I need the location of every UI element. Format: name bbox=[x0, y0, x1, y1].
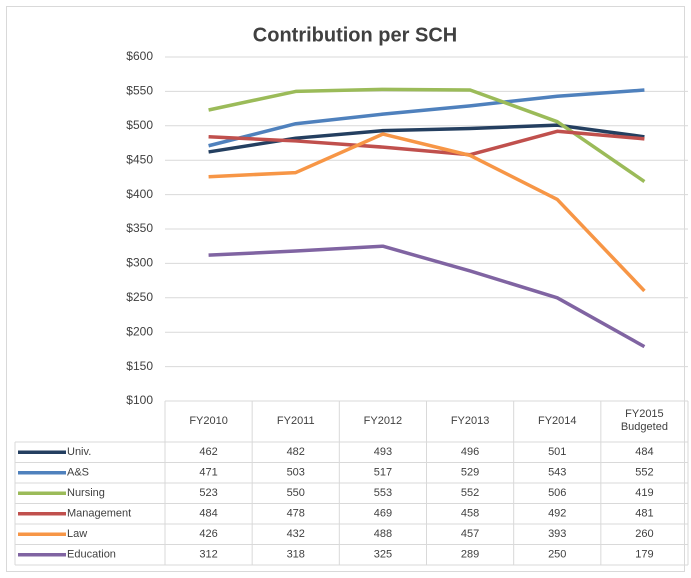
x-tick-label: FY2014 bbox=[537, 414, 577, 427]
table-value: 481 bbox=[635, 508, 653, 520]
table-value: 432 bbox=[287, 528, 305, 540]
table-value: 393 bbox=[548, 528, 566, 540]
table-value: 312 bbox=[199, 549, 217, 561]
legend-label: Education bbox=[67, 549, 116, 561]
table-value: 325 bbox=[374, 549, 392, 561]
x-tick-label: FY2015 Budgeted bbox=[620, 408, 668, 433]
table-value: 529 bbox=[461, 467, 479, 479]
table-value: 289 bbox=[461, 549, 479, 561]
table-value: 482 bbox=[287, 446, 305, 458]
table-value: 503 bbox=[287, 467, 305, 479]
line-series bbox=[208, 87, 646, 183]
line-series bbox=[208, 88, 645, 148]
y-tick-label: $600 bbox=[126, 49, 153, 63]
line-series bbox=[208, 129, 645, 157]
line-series bbox=[208, 132, 646, 293]
y-tick-label: $250 bbox=[126, 290, 153, 304]
table-value: 484 bbox=[199, 508, 217, 520]
y-tick-label: $550 bbox=[126, 84, 153, 98]
table-value: 496 bbox=[461, 446, 479, 458]
chart-title: Contribution per SCH bbox=[253, 24, 457, 46]
table-value: 318 bbox=[287, 549, 305, 561]
x-tick-label: FY2013 bbox=[450, 414, 490, 427]
y-tick-label: $450 bbox=[126, 152, 153, 166]
table-value: 458 bbox=[461, 508, 479, 520]
table-value: 457 bbox=[461, 528, 479, 540]
table-value: 517 bbox=[374, 467, 392, 479]
legend-label: Nursing bbox=[67, 487, 105, 499]
table-value: 462 bbox=[199, 446, 217, 458]
y-tick-label: $300 bbox=[126, 256, 153, 270]
table-value: 179 bbox=[635, 549, 653, 561]
table-value: 260 bbox=[635, 528, 653, 540]
legend-label: A&S bbox=[67, 467, 89, 479]
y-tick-label: $500 bbox=[126, 118, 153, 132]
table-value: 426 bbox=[199, 528, 217, 540]
table-value: 553 bbox=[374, 487, 392, 499]
table-value: 484 bbox=[635, 446, 653, 458]
y-tick-label: $200 bbox=[126, 324, 153, 338]
table-value: 506 bbox=[548, 487, 566, 499]
table-value: 550 bbox=[287, 487, 305, 499]
table-value: 492 bbox=[548, 508, 566, 520]
x-tick-label: FY2010 bbox=[189, 414, 228, 427]
table-value: 250 bbox=[548, 549, 566, 561]
legend-label: Management bbox=[67, 508, 131, 520]
y-tick-label: $350 bbox=[126, 221, 153, 235]
legend-label: Law bbox=[67, 528, 87, 540]
table-value: 469 bbox=[374, 508, 392, 520]
table-value: 543 bbox=[548, 467, 566, 479]
table-value: 552 bbox=[461, 487, 479, 499]
table-value: 552 bbox=[635, 467, 653, 479]
table-value: 493 bbox=[374, 446, 392, 458]
table-value: 501 bbox=[548, 446, 566, 458]
legend-label: Univ. bbox=[67, 446, 91, 458]
table-value: 471 bbox=[199, 467, 217, 479]
table-value: 419 bbox=[635, 487, 653, 499]
y-tick-label: $100 bbox=[126, 393, 153, 407]
y-tick-label: $400 bbox=[126, 187, 153, 201]
table-value: 523 bbox=[199, 487, 217, 499]
x-tick-label: FY2012 bbox=[363, 414, 403, 427]
table-value: 478 bbox=[287, 508, 305, 520]
x-tick-label: FY2011 bbox=[276, 414, 315, 427]
y-tick-label: $150 bbox=[126, 359, 153, 373]
table-value: 488 bbox=[374, 528, 392, 540]
chart-border bbox=[6, 6, 685, 572]
line-series bbox=[208, 244, 646, 349]
